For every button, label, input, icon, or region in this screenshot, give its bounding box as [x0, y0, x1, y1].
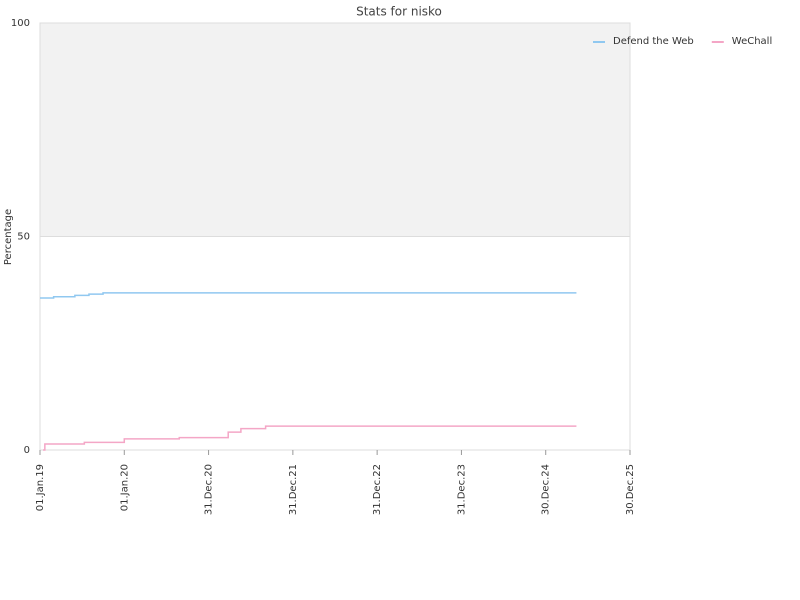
legend-item: WeChall — [711, 36, 772, 47]
y-tick-label: 0 — [24, 445, 30, 456]
legend-item: Defend the Web — [593, 36, 694, 47]
x-tick-label: 31.Dec.22 — [372, 464, 383, 515]
y-tick-label: 50 — [17, 232, 30, 243]
x-tick-label: 01.Jan.20 — [119, 464, 130, 511]
x-tick-label: 31.Dec.23 — [456, 464, 467, 515]
plot-band — [40, 23, 630, 237]
data-line — [40, 292, 577, 299]
x-tick-label: 30.Dec.24 — [541, 464, 552, 515]
legend-label: WeChall — [732, 36, 772, 47]
legend-label: Defend the Web — [613, 36, 694, 47]
chart-title: Stats for nisko — [356, 5, 442, 19]
x-tick-label: 31.Dec.21 — [288, 464, 299, 515]
data-line — [43, 425, 577, 451]
y-tick-label: 100 — [11, 18, 30, 29]
y-axis-label: Percentage — [3, 209, 14, 265]
x-tick-label: 01.Jan.19 — [35, 464, 46, 511]
x-tick-label: 30.Dec.25 — [625, 464, 636, 515]
x-tick-label: 31.Dec.20 — [204, 464, 215, 515]
